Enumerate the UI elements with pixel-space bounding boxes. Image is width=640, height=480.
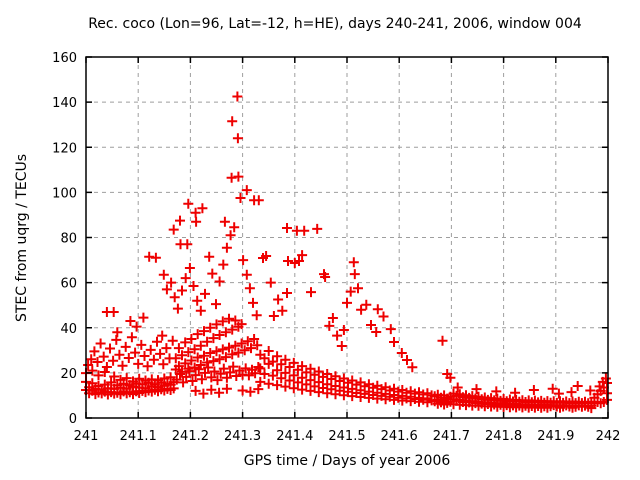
x-tick-label: 241.5 [328,429,365,444]
x-tick-label: 241.2 [172,429,209,444]
x-axis-label: GPS time / Days of year 2006 [243,453,451,469]
y-tick-label: 160 [52,51,77,66]
y-tick-label: 120 [52,141,77,156]
plot-frame [85,56,609,419]
x-tick-label: 241 [74,429,99,444]
y-tick-labels: 0 20 40 60 80 100 120 140 160 [52,51,77,427]
y-tick-label: 80 [60,232,77,247]
x-tick-label: 241.7 [433,429,470,444]
x-tick-labels: 241 241.1 241.2 241.3 241.4 241.5 241.6 241.7 24… [74,429,621,444]
x-tick-label: 241.1 [120,429,157,444]
chart-title: Rec. coco (Lon=96, Lat=-12, h=HE), days … [88,16,582,32]
x-tick-label: 241.9 [537,429,574,444]
y-tick-label: 40 [60,322,77,337]
x-tick-label: 241.4 [276,429,313,444]
x-tick-label: 242 [596,429,621,444]
y-tick-label: 0 [69,412,77,427]
x-tick-label: 241.3 [224,429,261,444]
y-tick-label: 20 [60,367,77,382]
y-tick-label: 100 [52,186,77,201]
x-tick-label: 241.6 [381,429,418,444]
y-tick-label: 60 [60,277,77,292]
x-tick-label: 241.8 [485,429,522,444]
y-tick-label: 140 [52,96,77,111]
